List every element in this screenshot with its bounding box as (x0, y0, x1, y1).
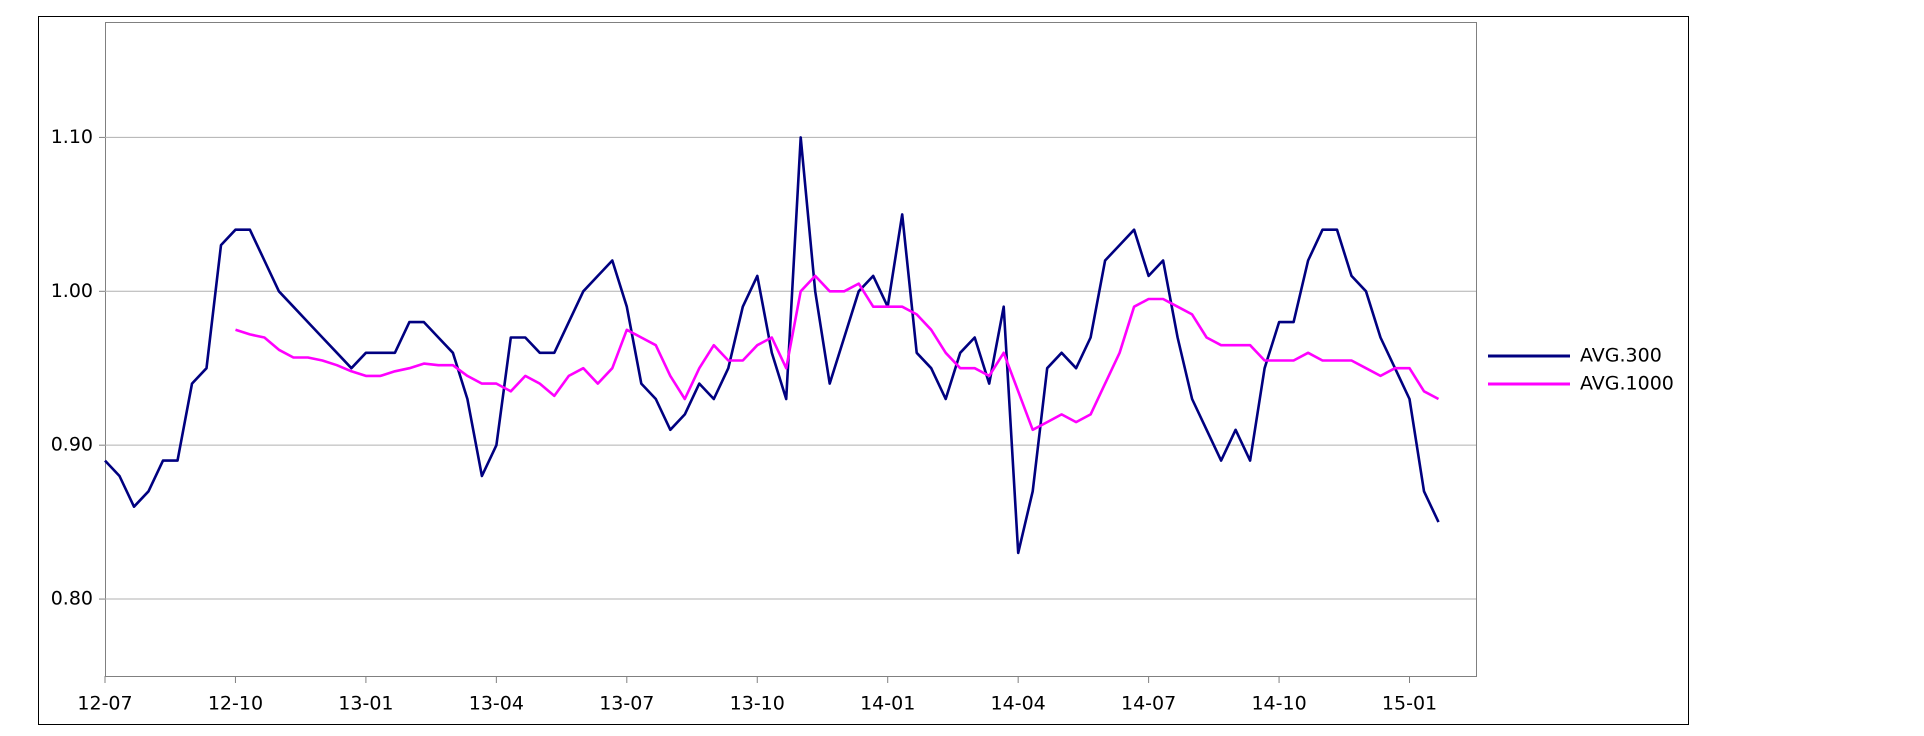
x-tick-label: 13-04 (469, 693, 524, 715)
x-tick-label: 12-10 (208, 693, 263, 715)
x-tick-label: 12-07 (77, 693, 132, 715)
y-tick-label: 0.80 (51, 588, 93, 610)
x-tick-label: 13-01 (338, 693, 393, 715)
legend-label: AVG.300 (1580, 345, 1662, 367)
x-tick-label: 14-10 (1251, 693, 1306, 715)
x-tick-label: 15-01 (1382, 693, 1437, 715)
series-line (235, 274, 1440, 432)
y-tick-label: 1.00 (51, 280, 93, 302)
legend-label: AVG.1000 (1580, 373, 1674, 395)
y-tick-label: 0.90 (51, 434, 93, 456)
x-tick-label: 13-10 (730, 693, 785, 715)
y-tick-label: 1.10 (51, 126, 93, 148)
x-tick-label: 14-07 (1121, 693, 1176, 715)
x-tick-label: 13-07 (599, 693, 654, 715)
x-tick-label: 14-01 (860, 693, 915, 715)
series-line (104, 136, 1440, 555)
x-tick-label: 14-04 (991, 693, 1046, 715)
